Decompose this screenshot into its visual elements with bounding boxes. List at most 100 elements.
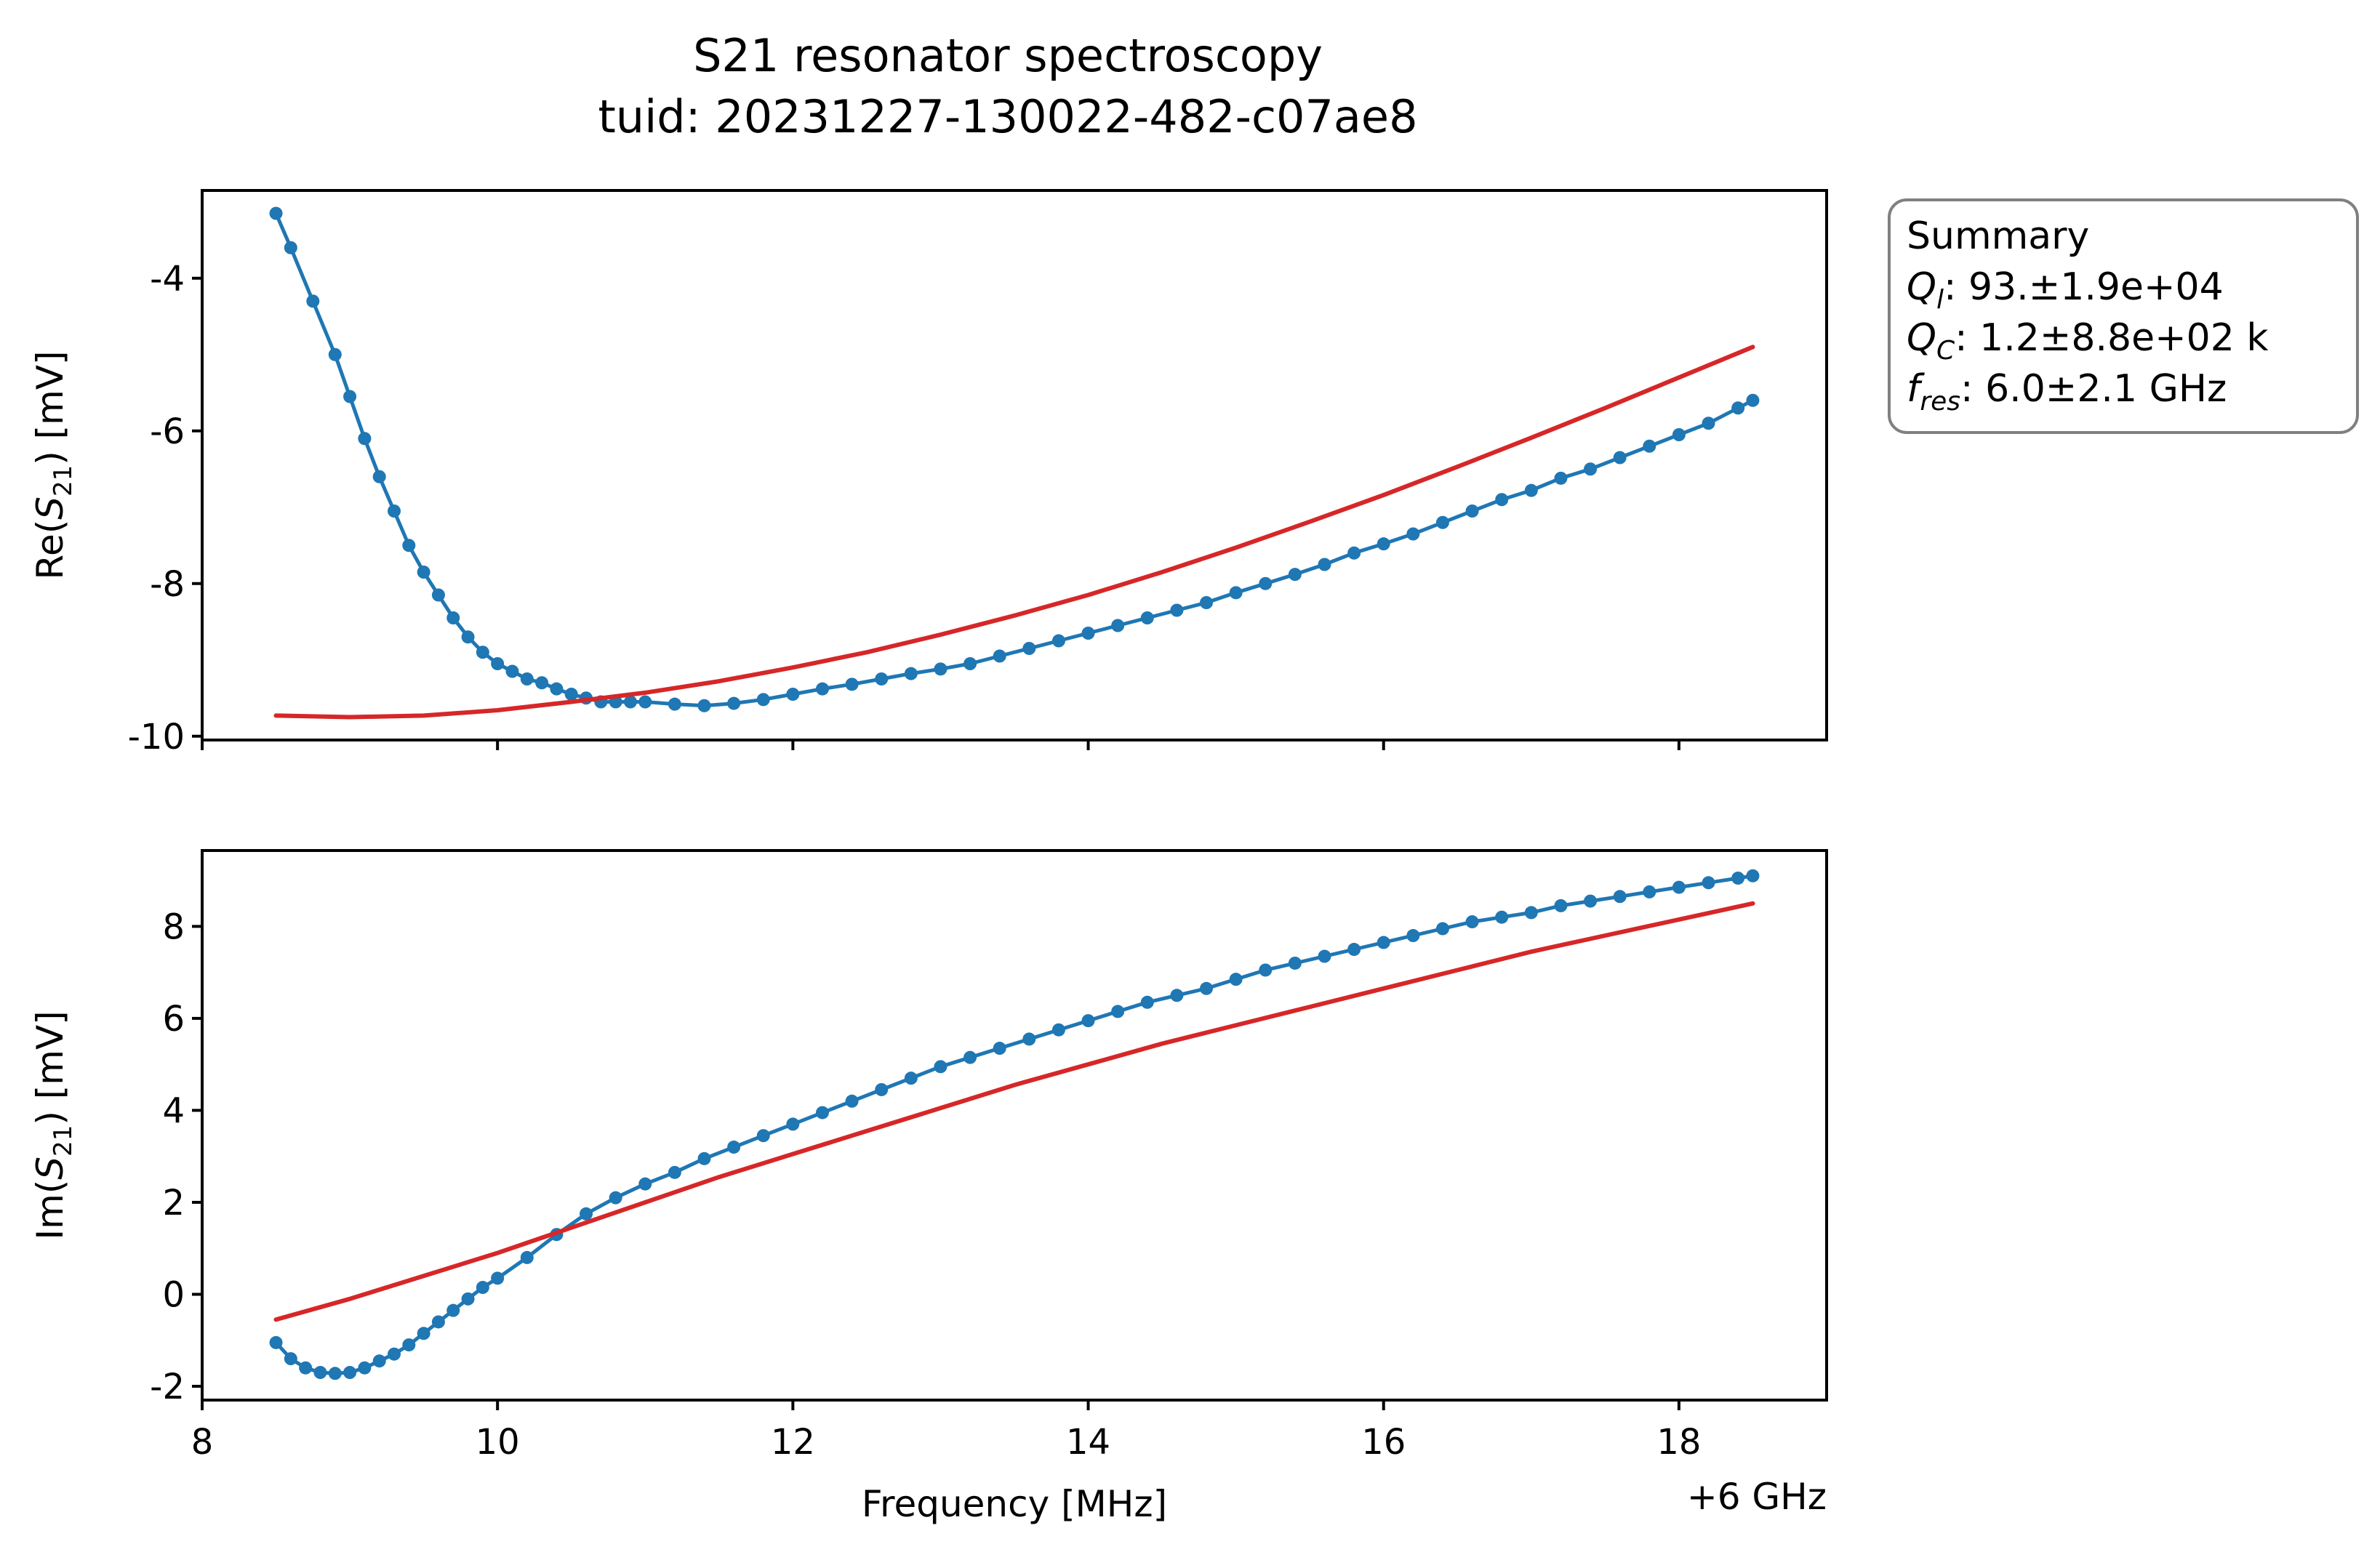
bottom-measured-point — [1170, 989, 1184, 1002]
top-measured-point — [1524, 483, 1538, 497]
top-measured-point — [786, 688, 800, 701]
top-measured-point — [520, 672, 534, 686]
chart-title: S21 resonator spectroscopy — [693, 29, 1323, 82]
bottom-ytick-label: 8 — [162, 906, 185, 947]
top-measured-point — [1465, 504, 1479, 518]
bottom-measured-point — [1495, 910, 1509, 924]
top-measured-point — [1746, 393, 1760, 407]
bottom-panel-im-s21: 8 10 12 14 16 18 -2 0 2 4 6 8 Im(S21) [mV] Frequency … — [29, 849, 1828, 1525]
bottom-xtick-label: 14 — [1066, 1422, 1110, 1463]
bottom-measured-point — [1051, 1023, 1065, 1037]
bottom-measured-point — [1288, 956, 1302, 970]
bottom-measured-point — [786, 1117, 800, 1131]
top-measured-point — [1672, 428, 1686, 441]
bottom-measured-point — [476, 1281, 489, 1295]
bottom-measured-point — [461, 1292, 475, 1306]
bottom-measured-point — [1377, 936, 1390, 949]
bottom-measured-point — [1229, 973, 1243, 986]
bottom-measured-point — [269, 1335, 283, 1349]
top-measured-point — [1554, 471, 1568, 485]
bottom-axes-frame — [201, 849, 1828, 1402]
bottom-measured-point — [491, 1271, 505, 1285]
top-measured-point — [358, 432, 372, 446]
bottom-measured-point — [1613, 890, 1627, 904]
summary-heading: Summary — [1907, 214, 2089, 258]
top-measured-point — [328, 347, 342, 361]
bottom-xtick-label: 16 — [1361, 1422, 1406, 1463]
bottom-xlabel: Frequency [MHz] — [862, 1483, 1167, 1525]
bottom-measured-point — [609, 1191, 622, 1205]
top-measured-point — [535, 676, 549, 690]
chart-subtitle: tuid: 20231227-130022-482-c07ae8 — [598, 90, 1417, 143]
top-measured-point — [697, 699, 711, 712]
top-measured-point — [904, 667, 918, 680]
bottom-measured-point — [697, 1151, 711, 1165]
bottom-measured-point — [299, 1361, 313, 1375]
top-measured-point — [1288, 568, 1302, 582]
top-measured-point — [993, 649, 1006, 663]
top-measured-point — [1022, 642, 1036, 655]
top-measured-point — [491, 657, 505, 670]
bottom-ytick-label: 0 — [162, 1274, 185, 1315]
bottom-fit-line — [273, 901, 1755, 1322]
bottom-measured-point — [1746, 869, 1760, 882]
top-measured-point — [1170, 603, 1184, 617]
bottom-measured-point — [580, 1207, 593, 1221]
bottom-ytick-label: 6 — [162, 999, 185, 1040]
top-measured-point — [1702, 417, 1715, 430]
top-measured-point — [343, 390, 357, 403]
top-panel-re-s21: -10 -8 -6 -4 Re(S21) [mV] — [29, 189, 1828, 757]
top-measured-point — [431, 588, 445, 602]
top-measured-point — [756, 693, 770, 707]
top-measured-point — [284, 241, 297, 254]
top-measured-point — [845, 678, 859, 691]
bottom-measured-point — [284, 1352, 297, 1366]
top-measured-point — [505, 664, 519, 678]
bottom-measured-point — [934, 1060, 947, 1074]
bottom-measured-point — [372, 1354, 386, 1368]
top-fit-line — [273, 345, 1755, 720]
top-measured-point — [1495, 493, 1509, 507]
top-measured-point — [1643, 439, 1656, 453]
bottom-measured-point — [638, 1177, 652, 1191]
top-measured-point — [1051, 634, 1065, 648]
top-measured-point — [815, 682, 829, 696]
bottom-measured-point — [1081, 1014, 1095, 1028]
top-measured-point — [934, 662, 947, 676]
bottom-xtick-label: 10 — [476, 1422, 520, 1463]
bottom-measured-point — [1200, 981, 1214, 995]
bottom-measured-point — [904, 1072, 918, 1085]
top-measured-point — [638, 695, 652, 709]
bottom-ytick-label: 2 — [162, 1183, 185, 1223]
bottom-ylabel: Im(S21) [mV] — [29, 1010, 78, 1239]
top-measured-point — [1435, 515, 1449, 529]
top-measured-point — [1584, 462, 1598, 476]
bottom-xtick-label: 18 — [1656, 1422, 1701, 1463]
bottom-measured-point — [1259, 963, 1273, 977]
bottom-measured-point — [313, 1366, 327, 1380]
top-measured-point — [727, 696, 741, 710]
top-measured-point — [417, 566, 430, 579]
top-ytick-label: -10 — [128, 717, 185, 757]
top-measured-point — [269, 206, 283, 220]
bottom-measured-point — [727, 1141, 741, 1154]
summary-row-ql-subscript: l — [1936, 285, 1944, 315]
top-measured-point — [446, 611, 460, 624]
bottom-measured-point — [1465, 915, 1479, 929]
bottom-measured-point — [1702, 876, 1715, 890]
bottom-measured-point — [845, 1094, 859, 1108]
top-measured-point — [402, 539, 416, 552]
top-measured-point — [1731, 401, 1745, 415]
bottom-ytick-label: -2 — [150, 1367, 185, 1407]
bottom-measured-point — [1347, 943, 1361, 957]
bottom-measured-point — [328, 1367, 342, 1380]
top-measured-point — [461, 630, 475, 644]
bottom-measured-point — [668, 1165, 681, 1179]
bottom-measured-point — [815, 1106, 829, 1119]
top-measured-point — [1613, 451, 1627, 465]
bottom-measured-point — [446, 1303, 460, 1317]
top-ytick-label: -8 — [150, 564, 185, 605]
top-ytick-label: -4 — [150, 259, 185, 299]
summary-box — [1888, 198, 2359, 434]
top-measured-point — [306, 294, 320, 308]
